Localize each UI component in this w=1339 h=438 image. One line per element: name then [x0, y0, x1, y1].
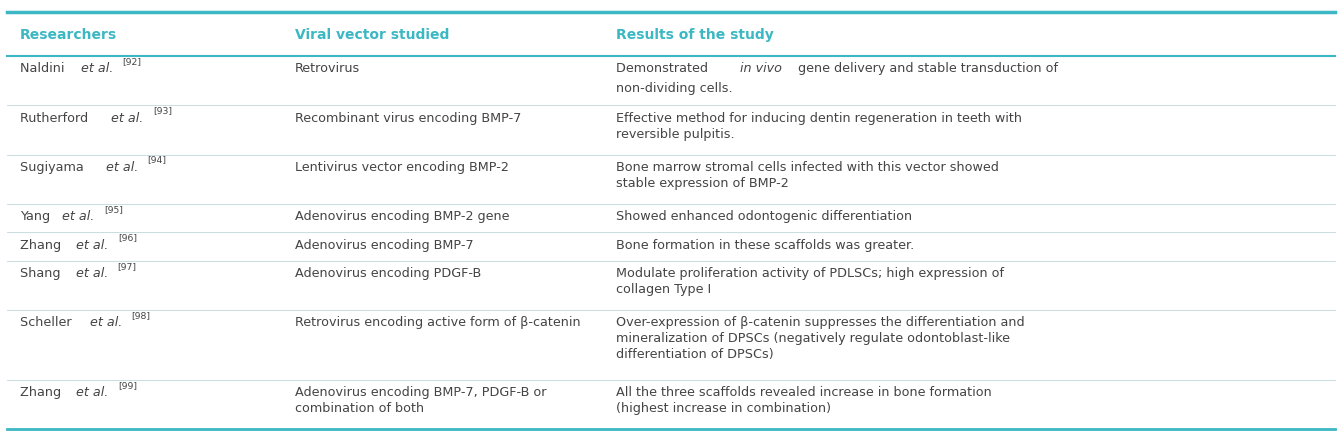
- Text: Shang: Shang: [20, 267, 63, 279]
- Text: Results of the study: Results of the study: [616, 28, 774, 42]
- Text: Bone marrow stromal cells infected with this vector showed
stable expression of : Bone marrow stromal cells infected with …: [616, 160, 999, 189]
- Text: Viral vector studied: Viral vector studied: [295, 28, 449, 42]
- Text: et al.: et al.: [90, 316, 122, 328]
- Text: Retrovirus: Retrovirus: [295, 62, 360, 75]
- Text: Adenovirus encoding BMP-7: Adenovirus encoding BMP-7: [295, 238, 473, 251]
- Text: Rutherford: Rutherford: [20, 111, 91, 124]
- Bar: [7, 155, 1335, 204]
- Bar: [7, 204, 1335, 233]
- Text: et al.: et al.: [62, 209, 95, 223]
- Text: Modulate proliferation activity of PDLSCs; high expression of
collagen Type I: Modulate proliferation activity of PDLSC…: [616, 267, 1004, 296]
- Text: Sugiyama: Sugiyama: [20, 160, 86, 173]
- Text: [97]: [97]: [118, 261, 137, 270]
- Text: Scheller: Scheller: [20, 316, 74, 328]
- Text: et al.: et al.: [76, 385, 108, 398]
- Text: Lentivirus vector encoding BMP-2: Lentivirus vector encoding BMP-2: [295, 160, 509, 173]
- Bar: [7, 261, 1335, 311]
- Text: gene delivery and stable transduction of: gene delivery and stable transduction of: [794, 62, 1058, 75]
- Text: Yang: Yang: [20, 209, 52, 223]
- Text: et al.: et al.: [75, 267, 108, 279]
- Text: [98]: [98]: [131, 311, 150, 319]
- Text: non-dividing cells.: non-dividing cells.: [616, 82, 732, 95]
- Text: Naldini: Naldini: [20, 62, 67, 75]
- Text: [95]: [95]: [104, 204, 123, 213]
- Text: Demonstrated: Demonstrated: [616, 62, 712, 75]
- Text: Over-expression of β-catenin suppresses the differentiation and
mineralization o: Over-expression of β-catenin suppresses …: [616, 316, 1024, 360]
- Text: et al.: et al.: [76, 238, 108, 251]
- Text: All the three scaffolds revealed increase in bone formation
(highest increase in: All the three scaffolds revealed increas…: [616, 385, 992, 414]
- Text: Recombinant virus encoding BMP-7: Recombinant virus encoding BMP-7: [295, 111, 521, 124]
- Text: Zhang: Zhang: [20, 238, 64, 251]
- Bar: [7, 13, 1335, 57]
- Text: Effective method for inducing dentin regeneration in teeth with
reversible pulpi: Effective method for inducing dentin reg…: [616, 111, 1022, 140]
- Text: Adenovirus encoding BMP-2 gene: Adenovirus encoding BMP-2 gene: [295, 209, 509, 223]
- Text: Adenovirus encoding BMP-7, PDGF-B or
combination of both: Adenovirus encoding BMP-7, PDGF-B or com…: [295, 385, 546, 414]
- Bar: [7, 106, 1335, 155]
- Text: et al.: et al.: [106, 160, 138, 173]
- Text: Retrovirus encoding active form of β-catenin: Retrovirus encoding active form of β-cat…: [295, 316, 580, 328]
- Text: Bone formation in these scaffolds was greater.: Bone formation in these scaffolds was gr…: [616, 238, 915, 251]
- Text: et al.: et al.: [80, 62, 112, 75]
- Text: Zhang: Zhang: [20, 385, 64, 398]
- Bar: [7, 57, 1335, 106]
- Text: Showed enhanced odontogenic differentiation: Showed enhanced odontogenic differentiat…: [616, 209, 912, 223]
- Text: Researchers: Researchers: [20, 28, 118, 42]
- Bar: [7, 311, 1335, 380]
- Text: [92]: [92]: [122, 57, 142, 66]
- Text: et al.: et al.: [111, 111, 143, 124]
- Text: [96]: [96]: [118, 233, 137, 242]
- Text: Adenovirus encoding PDGF-B: Adenovirus encoding PDGF-B: [295, 267, 481, 279]
- Text: [94]: [94]: [147, 155, 166, 164]
- Bar: [7, 380, 1335, 429]
- Text: in vivo: in vivo: [740, 62, 782, 75]
- Text: [99]: [99]: [118, 380, 137, 389]
- Bar: [7, 233, 1335, 261]
- Text: [93]: [93]: [153, 106, 171, 115]
